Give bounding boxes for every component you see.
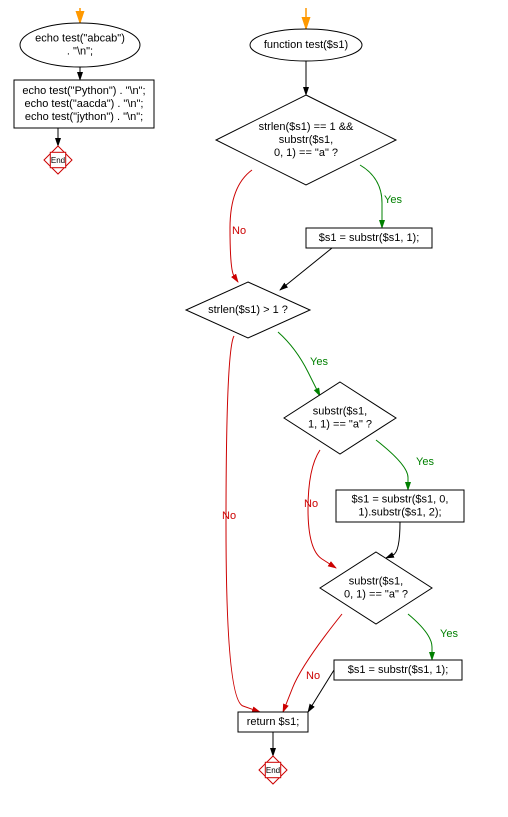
svg-text:substr($s1,: substr($s1, — [349, 575, 403, 587]
node-end_right: End — [259, 756, 287, 784]
svg-text:0, 1) == "a" ?: 0, 1) == "a" ? — [344, 588, 408, 600]
edge-no-9 — [226, 336, 260, 712]
svg-text:0, 1) == "a" ?: 0, 1) == "a" ? — [274, 147, 338, 159]
node-dec4: substr($s1,0, 1) == "a" ? — [320, 552, 432, 624]
svg-text:1, 1) == "a" ?: 1, 1) == "a" ? — [308, 418, 372, 430]
svg-text:. "\n";: . "\n"; — [67, 45, 93, 57]
node-end_left: End — [44, 146, 72, 174]
edge-yes-13 — [408, 614, 432, 660]
node-dec2: strlen($s1) > 1 ? — [186, 282, 310, 338]
svg-text:function test($s1): function test($s1) — [264, 39, 348, 51]
node-rect_left: echo test("Python") . "\n";echo test("aa… — [14, 80, 154, 128]
svg-text:substr($s1,: substr($s1, — [279, 134, 333, 146]
edge-no-14 — [283, 614, 342, 712]
svg-text:$s1 = substr($s1, 1);: $s1 = substr($s1, 1); — [319, 232, 420, 244]
edge-label-yes-8: Yes — [310, 356, 328, 368]
edge-label-yes-13: Yes — [440, 628, 458, 640]
node-ret: return $s1; — [238, 712, 308, 732]
node-func_start: function test($s1) — [250, 29, 362, 61]
edge-label-no-14: No — [306, 670, 320, 682]
nodes-layer: echo test("abcab"). "\n"; echo test("Pyth… — [14, 23, 464, 784]
svg-text:End: End — [266, 766, 280, 775]
node-dec3: substr($s1,1, 1) == "a" ? — [284, 382, 396, 454]
svg-text:echo test("aacda") . "\n";: echo test("aacda") . "\n"; — [25, 98, 144, 110]
edge-label-no-9: No — [222, 510, 236, 522]
svg-text:$s1 = substr($s1, 0,: $s1 = substr($s1, 0, — [352, 493, 449, 505]
node-r1: $s1 = substr($s1, 1); — [306, 228, 432, 248]
svg-text:strlen($s1) > 1 ?: strlen($s1) > 1 ? — [208, 304, 288, 316]
svg-text:echo test("Python") . "\n";: echo test("Python") . "\n"; — [22, 85, 145, 97]
node-r4: $s1 = substr($s1, 1); — [334, 660, 462, 680]
svg-text:echo test("abcab"): echo test("abcab") — [35, 32, 125, 44]
svg-text:echo test("jython") . "\n";: echo test("jython") . "\n"; — [25, 111, 143, 123]
edge-plain-7 — [280, 248, 332, 290]
svg-text:return $s1;: return $s1; — [247, 716, 300, 728]
edge-label-no-6: No — [232, 225, 246, 237]
svg-text:$s1 = substr($s1, 1);: $s1 = substr($s1, 1); — [348, 664, 449, 676]
node-start_left: echo test("abcab"). "\n"; — [20, 23, 140, 67]
edge-yes-5 — [360, 165, 382, 228]
node-r3: $s1 = substr($s1, 0,1).substr($s1, 2); — [336, 490, 464, 522]
edge-label-yes-5: Yes — [384, 194, 402, 206]
edge-label-no-11: No — [304, 498, 318, 510]
svg-text:1).substr($s1, 2);: 1).substr($s1, 2); — [358, 506, 441, 518]
edge-yes-10 — [376, 440, 408, 490]
svg-text:End: End — [51, 156, 65, 165]
svg-text:strlen($s1) == 1 &&: strlen($s1) == 1 && — [259, 121, 354, 133]
edge-plain-12 — [386, 522, 400, 558]
edge-label-yes-10: Yes — [416, 456, 434, 468]
svg-text:substr($s1,: substr($s1, — [313, 405, 367, 417]
